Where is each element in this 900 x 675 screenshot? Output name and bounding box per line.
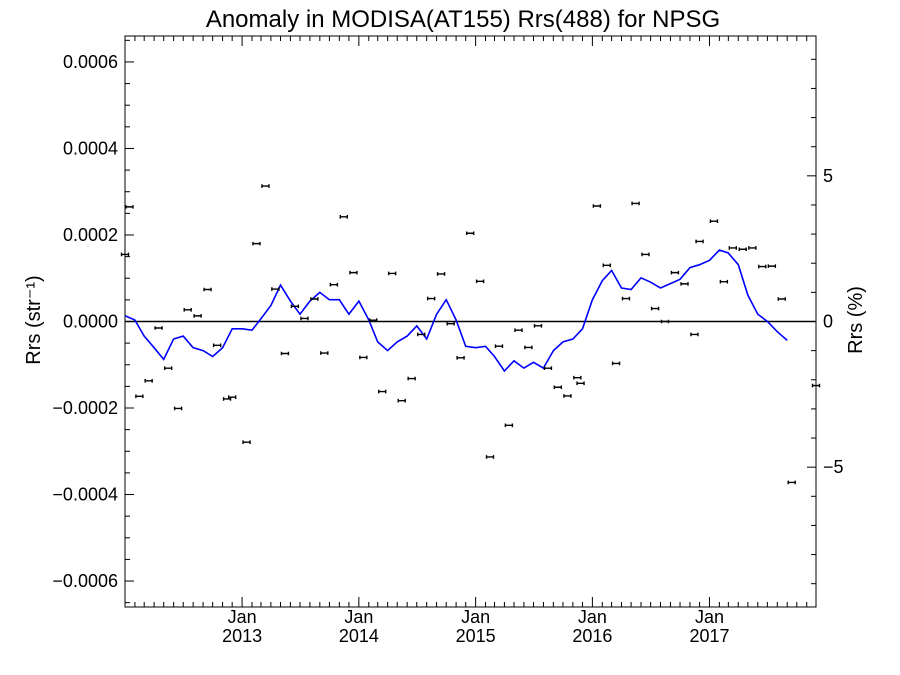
y-tick-label-left: −0.0004 — [52, 485, 118, 505]
data-point — [670, 270, 680, 275]
y-tick-label-right: 5 — [823, 166, 833, 186]
data-point — [592, 204, 602, 208]
data-point — [738, 247, 747, 252]
data-point — [709, 219, 719, 223]
data-point — [533, 324, 543, 328]
data-point — [767, 264, 777, 268]
data-point — [563, 394, 572, 398]
data-point — [680, 282, 689, 286]
data-point — [728, 246, 738, 250]
data-point — [203, 287, 212, 292]
data-point — [387, 271, 397, 276]
data-point — [154, 326, 163, 330]
data-point — [397, 398, 406, 403]
data-point — [514, 328, 523, 332]
data-point — [349, 270, 358, 275]
data-point — [719, 279, 729, 284]
data-point — [183, 308, 192, 312]
x-tick-label-year: 2015 — [456, 626, 496, 646]
x-tick-label-year: 2017 — [689, 626, 729, 646]
data-point — [163, 366, 173, 371]
data-point — [193, 314, 202, 318]
data-point — [320, 351, 329, 355]
y-tick-label-left: 0.0006 — [63, 52, 118, 72]
data-point — [369, 318, 378, 323]
data-point — [252, 241, 261, 246]
data-point — [690, 332, 699, 337]
chart-title: Anomaly in MODISA(AT155) Rrs(488) for NP… — [206, 6, 720, 33]
data-point — [135, 394, 144, 399]
data-point — [417, 332, 426, 337]
data-point — [465, 231, 475, 236]
data-point — [475, 279, 485, 284]
y-tick-label-left: −0.0006 — [52, 571, 118, 591]
series-line — [124, 249, 788, 373]
data-point — [611, 361, 621, 366]
data-point — [631, 201, 640, 206]
x-tick-label-month: Jan — [228, 607, 257, 627]
data-point — [261, 184, 270, 188]
data-point — [641, 252, 650, 257]
data-point — [446, 321, 455, 326]
data-point — [300, 316, 309, 321]
data-point — [695, 239, 704, 244]
data-point — [456, 356, 465, 360]
data-point — [777, 297, 786, 301]
data-point — [339, 215, 349, 219]
data-point — [407, 376, 416, 381]
data-point — [553, 385, 563, 390]
plot-area: 0.0006 0.0004 0.0002 0.0000 −0.0002 −0.0004 −0… — [52, 35, 844, 646]
y-tick-label-right: −5 — [823, 457, 844, 477]
x-tick-label-month: Jan — [461, 607, 490, 627]
data-point — [494, 344, 504, 348]
y-tick-label-right: 0 — [823, 312, 833, 332]
x-tick-label-year: 2014 — [339, 626, 379, 646]
y-axis-label-right: Rrs (%) — [845, 286, 867, 354]
y-axis-label-left: Rrs (str⁻¹) — [23, 275, 45, 364]
data-point — [359, 355, 368, 360]
data-point — [310, 297, 319, 301]
data-point — [811, 383, 821, 388]
data-point — [212, 343, 222, 348]
data-point — [576, 381, 585, 386]
data-point — [144, 378, 153, 383]
y-tick-label-left: 0.0004 — [63, 138, 118, 158]
data-point — [660, 319, 670, 324]
x-tick-label-month: Jan — [695, 607, 724, 627]
data-point — [758, 264, 767, 269]
data-point — [125, 205, 134, 209]
y-tick-label-left: 0.0000 — [63, 312, 118, 332]
data-point — [120, 252, 130, 257]
data-point — [290, 304, 300, 309]
data-point — [280, 351, 290, 356]
data-point — [329, 282, 339, 287]
x-tick-label-month: Jan — [578, 607, 607, 627]
y-tick-label-left: 0.0002 — [63, 225, 118, 245]
data-point — [242, 440, 251, 444]
data-point — [426, 296, 436, 301]
data-point — [436, 272, 446, 276]
data-point — [650, 306, 660, 311]
x-tick-label-year: 2016 — [572, 626, 612, 646]
x-tick-label-year: 2013 — [222, 626, 262, 646]
data-point — [573, 375, 582, 380]
data-point — [621, 296, 631, 301]
data-point — [227, 395, 237, 400]
data-point — [748, 246, 757, 250]
data-point — [602, 263, 611, 268]
data-point — [787, 480, 796, 485]
data-point — [485, 455, 495, 459]
y-tick-label-left: −0.0002 — [52, 398, 118, 418]
data-point — [271, 287, 280, 291]
data-point — [378, 389, 387, 394]
x-tick-label-month: Jan — [344, 607, 373, 627]
data-point — [173, 406, 183, 411]
data-point — [504, 423, 514, 428]
data-point — [524, 345, 533, 350]
data-point — [543, 366, 553, 371]
